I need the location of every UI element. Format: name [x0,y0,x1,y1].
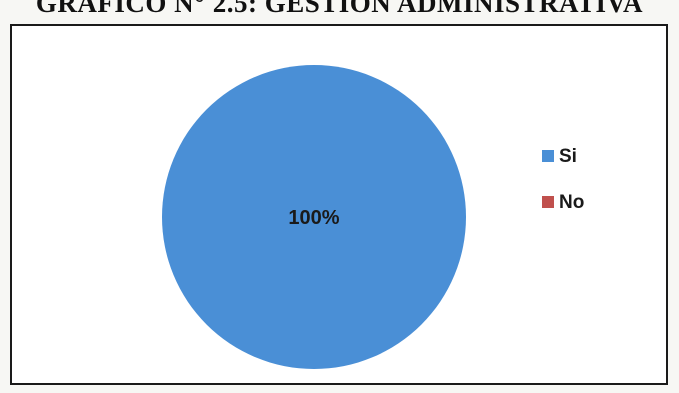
pie-slice-si [162,65,466,369]
pie-data-labels: 100% [288,207,339,229]
pie-chart: 100% Si No [162,65,584,369]
pie-slices [162,65,466,369]
chart-title: GRÁFICO N° 2.5: GESTIÓN ADMINISTRATIVA [35,0,644,18]
chart-legend: Si No [542,146,584,213]
legend-swatch-si [542,150,554,162]
chart-frame: 100% Si No [10,24,668,385]
legend-label-no: No [559,192,584,213]
legend-label-si: Si [559,146,577,167]
legend-swatch-no [542,196,554,208]
data-label-si: 100% [288,207,339,229]
